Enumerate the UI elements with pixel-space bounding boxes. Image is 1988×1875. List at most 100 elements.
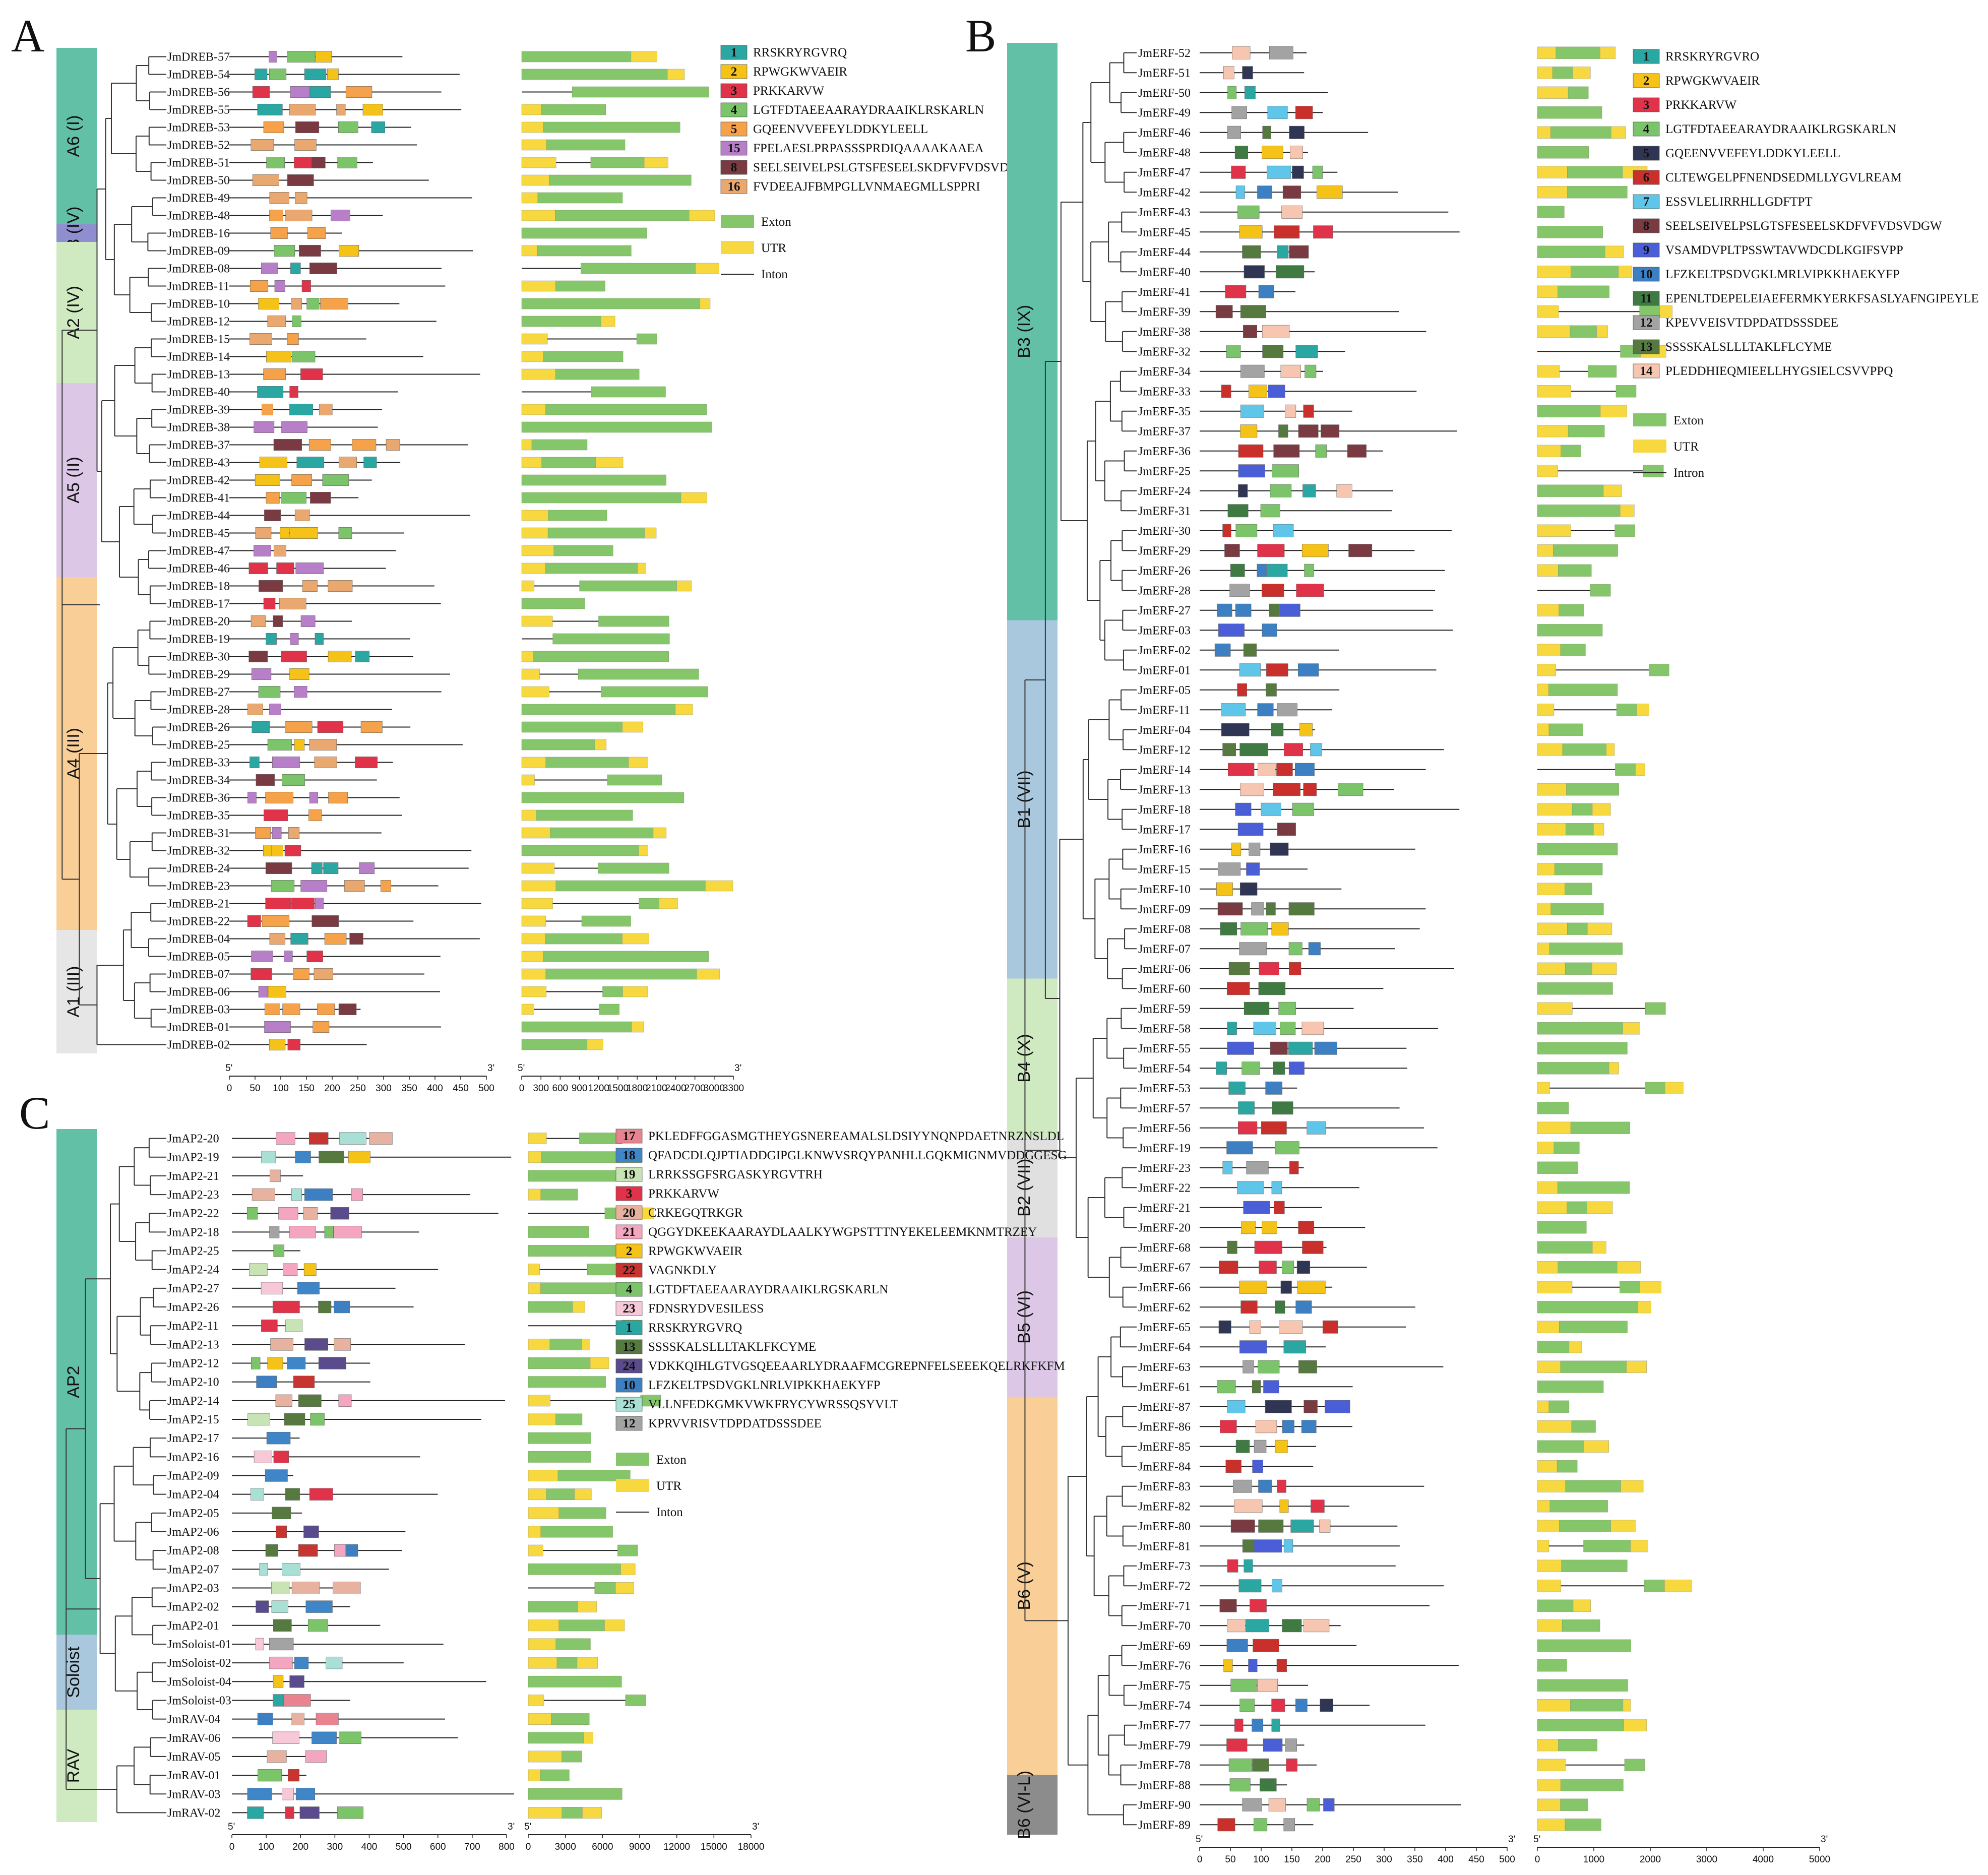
utr-box: [521, 862, 555, 874]
utr-box: [1537, 445, 1561, 457]
utr-legend-swatch: [616, 1479, 649, 1492]
motif-legend-number: 3: [626, 1187, 633, 1201]
motif-legend-sequence: PKLEDFFGGASMGTHEYGSNEREAMALSLDSIYYNQNPDA…: [648, 1130, 1064, 1143]
exon-box: [1562, 743, 1607, 756]
exon-legend-swatch: [1633, 413, 1666, 426]
motif-legend-number: 16: [728, 180, 740, 194]
utr-box: [1584, 1440, 1609, 1453]
utr-box: [521, 933, 546, 945]
exon-box: [528, 1357, 591, 1369]
motif-box: [1237, 1181, 1264, 1195]
motif-box: [1240, 305, 1266, 319]
motif-box: [267, 315, 286, 327]
motif-box: [1261, 802, 1281, 816]
motif-box: [1281, 205, 1303, 219]
gene-label: JmERF-73: [1138, 1560, 1191, 1573]
gene-label: JmAP2-05: [167, 1507, 219, 1520]
motif-box: [1277, 823, 1296, 836]
motif-box: [1265, 1081, 1283, 1095]
exon-box: [617, 1544, 638, 1556]
motif-legend-swatch: [1633, 146, 1660, 161]
exon-box: [1548, 723, 1583, 736]
motif-box: [247, 1207, 258, 1220]
gene-label: JmSoloist-02: [167, 1657, 231, 1670]
utr-box: [595, 457, 624, 468]
motif-box: [336, 104, 346, 116]
motif-box: [1243, 643, 1257, 657]
motif-box: [316, 1713, 339, 1725]
motif-box: [271, 1600, 288, 1613]
motif-box: [1252, 1718, 1264, 1732]
gene-label: JmAP2-03: [167, 1582, 219, 1595]
gene-label: JmERF-61: [1138, 1381, 1191, 1394]
gene-label: JmAP2-20: [167, 1133, 219, 1146]
gene-label: JmDREB-05: [167, 951, 230, 964]
motif-box: [272, 757, 300, 769]
motif-box: [1258, 1479, 1272, 1493]
gene-label: JmERF-45: [1138, 226, 1191, 239]
gene-label: JmDREB-26: [167, 721, 230, 734]
utr-box: [1537, 683, 1549, 696]
exon-box: [1571, 266, 1619, 278]
utr-box: [1537, 604, 1559, 616]
motif-box: [1237, 823, 1264, 836]
exon-box: [1537, 226, 1603, 238]
motif-box: [259, 580, 283, 592]
motif-box: [293, 968, 309, 980]
phylogenetic-tree: [66, 1138, 166, 1814]
axis-start-label: 5': [1533, 1834, 1540, 1845]
motif-box: [1227, 1559, 1238, 1573]
axis-tick-label: 2700: [684, 1083, 705, 1094]
clade-band-2: [1007, 978, 1058, 1138]
exon-box: [562, 1807, 583, 1819]
motif-box: [1298, 663, 1319, 677]
motif-box: [269, 1169, 281, 1182]
motif-box: [1252, 1460, 1263, 1473]
motif-box: [1239, 1280, 1267, 1294]
axis-tick-label: 2400: [665, 1083, 686, 1094]
exon-legend-label: Exton: [761, 215, 791, 229]
utr-box: [1569, 1341, 1582, 1353]
motif-box: [371, 121, 385, 134]
motif-box: [1265, 1400, 1292, 1413]
gene-label: JmDREB-42: [167, 474, 230, 487]
motif-box: [287, 51, 316, 63]
utr-box: [1610, 1520, 1636, 1532]
gene-label: JmDREB-44: [167, 510, 230, 523]
motif-box: [247, 1806, 264, 1819]
utr-box: [528, 1638, 556, 1650]
exon-box: [1537, 1241, 1593, 1254]
gene-label: JmDREB-04: [167, 933, 230, 946]
utr-box: [528, 1151, 542, 1163]
utr-box: [521, 668, 540, 680]
motif-legend-sequence: ESSVLELIRRHLLGDFTPT: [1665, 195, 1813, 209]
gene-label: JmDREB-17: [167, 598, 230, 611]
motif-box: [248, 562, 268, 575]
utr-box: [1537, 1420, 1572, 1433]
motif-box: [1316, 185, 1343, 199]
motif-legend-number: 4: [731, 103, 737, 117]
motif-box: [263, 121, 284, 134]
utr-box: [1537, 743, 1563, 756]
utr-box: [1537, 1699, 1571, 1712]
motif-box: [1217, 603, 1232, 617]
gene-label: JmAP2-08: [167, 1544, 219, 1557]
gene-label: JmERF-19: [1138, 1142, 1191, 1155]
motif-legend-number: 11: [1640, 292, 1652, 305]
motif-box: [1311, 1499, 1325, 1513]
axis-tick-label: 0: [229, 1842, 235, 1852]
utr-box: [528, 1507, 560, 1519]
utr-box: [521, 457, 542, 468]
clade-label: B6 (VI-L): [1015, 1771, 1034, 1839]
clade-band-3: [56, 383, 97, 577]
exon-box: [548, 510, 607, 521]
motif-box: [310, 1413, 325, 1426]
exon-box: [1560, 1779, 1624, 1791]
gene-label: JmAP2-17: [167, 1432, 219, 1445]
motif-box: [1219, 1599, 1237, 1612]
exon-box: [1565, 883, 1592, 895]
exon-box: [543, 351, 624, 362]
axis-tick-label: 2100: [646, 1083, 667, 1094]
gene-label: JmERF-70: [1138, 1619, 1191, 1633]
motif-box: [1295, 1300, 1312, 1314]
